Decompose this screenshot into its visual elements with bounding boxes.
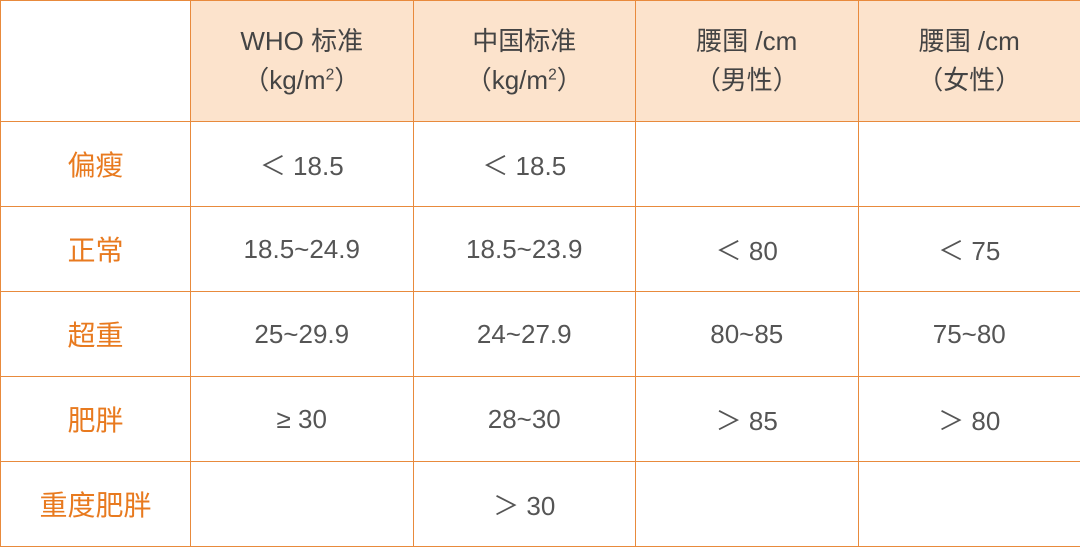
row-label-underweight: 偏瘦	[1, 122, 191, 207]
row-label-overweight: 超重	[1, 292, 191, 377]
cell: ＜ 80	[636, 207, 859, 292]
col-header-line1: 中国标准	[472, 26, 576, 56]
cell: 25~29.9	[191, 292, 414, 377]
col-header-line1: WHO 标准	[240, 26, 363, 56]
row-label-severely-obese: 重度肥胖	[1, 462, 191, 547]
col-header-waist-male: 腰围 /cm （男性）	[636, 1, 859, 122]
table-row: 肥胖 ≥ 30 28~30 ＞ 85 ＞ 80	[1, 377, 1080, 462]
cell: ＜ 18.5	[191, 122, 414, 207]
cell: ＞ 30	[413, 462, 636, 547]
cell	[636, 122, 859, 207]
col-header-china: 中国标准 （kg/m2）	[413, 1, 636, 122]
col-header-line1: 腰围 /cm	[696, 26, 797, 56]
col-header-line1: 腰围 /cm	[919, 26, 1020, 56]
row-label-normal: 正常	[1, 207, 191, 292]
table-header-row: WHO 标准 （kg/m2） 中国标准 （kg/m2） 腰围 /cm （男性） …	[1, 1, 1080, 122]
col-header-who: WHO 标准 （kg/m2）	[191, 1, 414, 122]
cell: ≥ 30	[191, 377, 414, 462]
cell: 18.5~24.9	[191, 207, 414, 292]
bmi-classification-table: WHO 标准 （kg/m2） 中国标准 （kg/m2） 腰围 /cm （男性） …	[0, 0, 1080, 547]
cell: 80~85	[636, 292, 859, 377]
col-header-line2: （女性）	[917, 65, 1021, 95]
cell	[636, 462, 859, 547]
col-header-line2: （kg/m2）	[466, 65, 583, 95]
cell: ＞ 80	[858, 377, 1080, 462]
col-header-line2: （kg/m2）	[243, 65, 360, 95]
col-header-line2: （男性）	[695, 65, 799, 95]
cell: 24~27.9	[413, 292, 636, 377]
cell: 18.5~23.9	[413, 207, 636, 292]
cell	[191, 462, 414, 547]
table-row: 偏瘦 ＜ 18.5 ＜ 18.5	[1, 122, 1080, 207]
cell: ＞ 85	[636, 377, 859, 462]
table-row: 超重 25~29.9 24~27.9 80~85 75~80	[1, 292, 1080, 377]
table-row: 重度肥胖 ＞ 30	[1, 462, 1080, 547]
header-corner-empty	[1, 1, 191, 122]
cell: ＜ 18.5	[413, 122, 636, 207]
cell	[858, 462, 1080, 547]
col-header-waist-female: 腰围 /cm （女性）	[858, 1, 1080, 122]
cell	[858, 122, 1080, 207]
cell: ＜ 75	[858, 207, 1080, 292]
cell: 28~30	[413, 377, 636, 462]
cell: 75~80	[858, 292, 1080, 377]
table-row: 正常 18.5~24.9 18.5~23.9 ＜ 80 ＜ 75	[1, 207, 1080, 292]
row-label-obese: 肥胖	[1, 377, 191, 462]
